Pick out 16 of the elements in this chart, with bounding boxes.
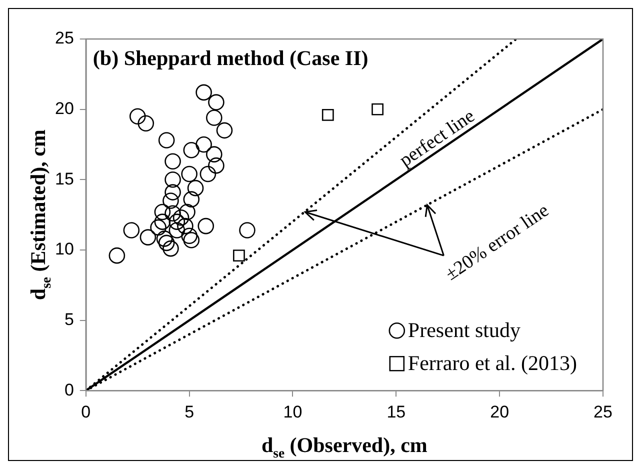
- x-tick-label: 25: [594, 402, 612, 422]
- y-tick-label: 5: [64, 310, 74, 329]
- legend-label: Ferraro et al. (2013): [408, 351, 578, 376]
- y-tick-label: 10: [54, 240, 74, 259]
- y-tick-label: 25: [54, 28, 74, 48]
- x-tick-label: 0: [81, 402, 91, 422]
- x-tick-label: 10: [283, 402, 302, 422]
- y-axis-title: dse (Estimated), cm: [26, 129, 54, 300]
- y-tick-label: 20: [54, 99, 74, 118]
- y-tick-label: 0: [64, 380, 74, 400]
- chart-title: (b) Sheppard method (Case II): [92, 46, 368, 70]
- x-tick-label: 20: [490, 402, 510, 422]
- x-tick-label: 5: [184, 402, 194, 422]
- x-tick-label: 15: [386, 402, 406, 422]
- y-tick-label: 15: [54, 169, 74, 188]
- legend-label: Present study: [408, 318, 521, 342]
